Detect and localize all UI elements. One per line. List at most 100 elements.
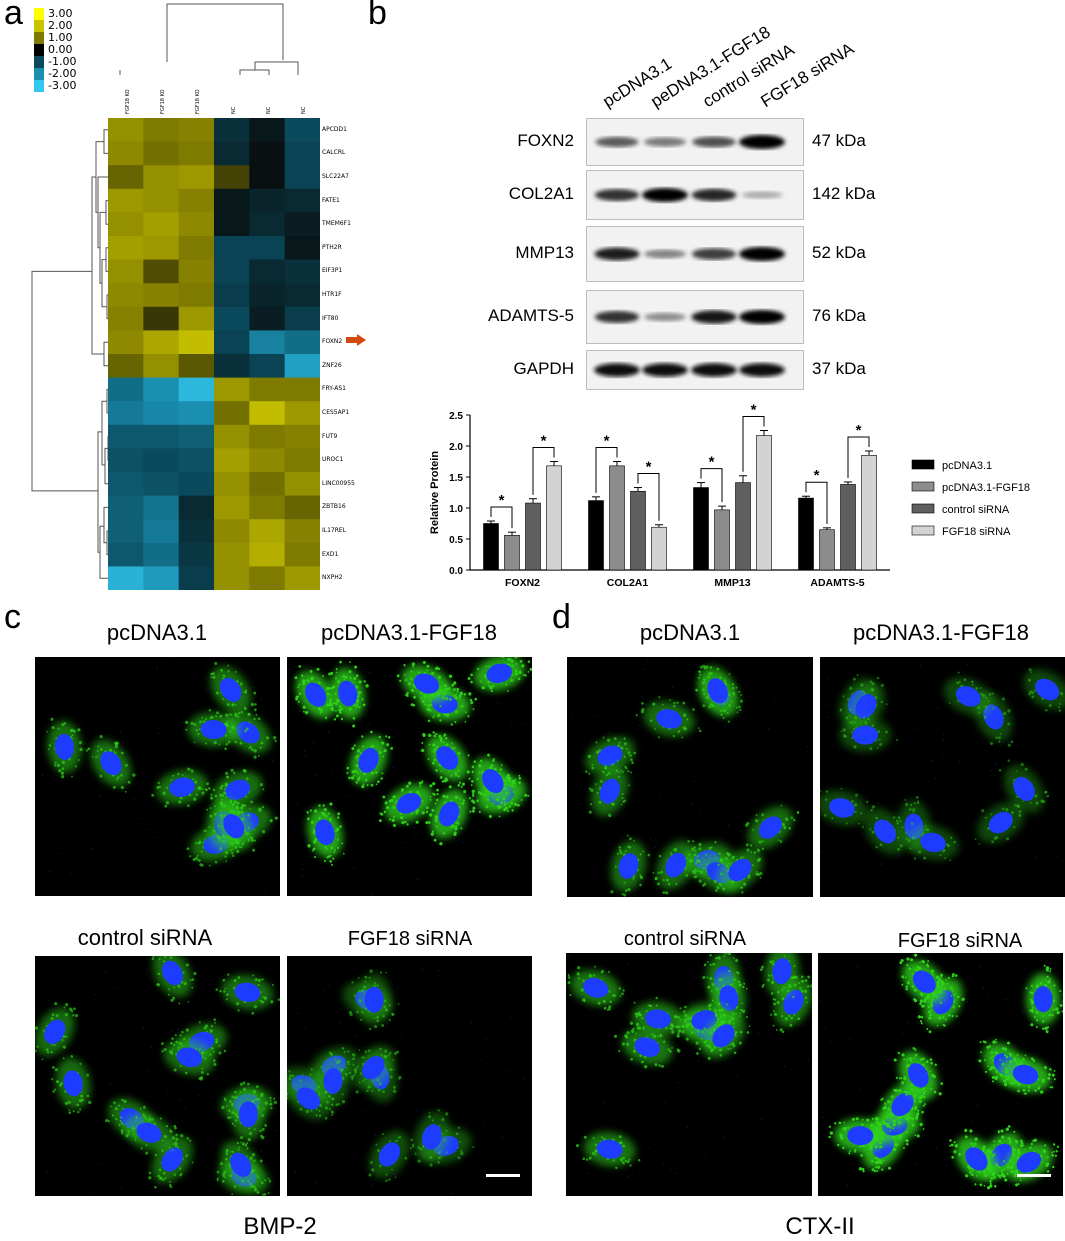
panel-letter-d: d	[552, 598, 571, 636]
heatmap-cell	[178, 354, 215, 379]
blot-band	[691, 248, 737, 260]
blot-band	[642, 363, 688, 377]
heatmap-column-label: NC	[230, 106, 237, 114]
heatmap-cell	[143, 118, 180, 143]
heatmap-cell	[178, 519, 215, 544]
heatmap-cell	[284, 519, 320, 544]
heatmap-cell	[284, 424, 320, 449]
heatmap-cell	[143, 306, 180, 331]
cell-nucleus	[219, 677, 242, 702]
heatmap-column-dendrogram	[239, 61, 299, 75]
heatmap-cell	[284, 354, 320, 379]
heatmap-cell	[108, 283, 144, 308]
blot-band-label: ADAMTS-5	[488, 306, 574, 325]
legend-swatch	[911, 503, 935, 514]
heatmap-cell	[108, 330, 144, 355]
heatmap-cell	[108, 236, 144, 261]
heatmap-cell	[178, 165, 215, 190]
heatmap-cell	[143, 377, 180, 402]
heatmap-cell	[249, 354, 286, 379]
blot-band	[643, 137, 687, 147]
heatmap-cell	[108, 424, 144, 449]
bar	[819, 529, 835, 571]
heatmap-cell	[143, 212, 180, 237]
heatmap-cell	[249, 330, 286, 355]
blot-band	[594, 311, 640, 323]
significance-marker: *	[646, 459, 652, 476]
heatmap-cell	[249, 542, 286, 567]
heatmap-legend-ticks: 3.00 2.00 1.00 0.00 -1.00 -2.00 -3.00	[48, 7, 108, 98]
heatmap-row-label: FATE1	[322, 196, 340, 204]
significance-marker: *	[709, 454, 715, 471]
heatmap-cell	[249, 401, 286, 426]
heatmap-cell	[249, 283, 286, 308]
heatmap-cell	[178, 330, 215, 355]
blot-kda-label: 142 kDa	[812, 184, 876, 203]
d-label-fgf18-sirna: FGF18 siRNA	[897, 930, 1023, 952]
significance-bracket	[742, 416, 765, 472]
cell-nucleus	[305, 682, 327, 707]
cell-nucleus	[364, 986, 384, 1013]
cell-nucleus	[1016, 1151, 1042, 1173]
heatmap-cell	[143, 401, 180, 426]
c-footer-bmp2: BMP-2	[243, 1213, 317, 1240]
blot-band-label: FOXN2	[517, 131, 574, 150]
bar	[798, 497, 814, 571]
legend-swatch	[911, 481, 935, 492]
d-label-pcdna31: pcDNA3.1	[639, 620, 741, 645]
heatmap-row-label: CES5AP1	[322, 409, 350, 416]
cell-nucleus	[852, 725, 879, 745]
cell-nucleus	[912, 970, 936, 994]
heatmap-cell	[178, 448, 215, 473]
legend-tick-label: -2.00	[48, 67, 77, 80]
d-label-control-sirna: control siRNA	[623, 928, 747, 950]
cell-nucleus	[596, 1139, 623, 1159]
heatmap-cell	[214, 283, 250, 308]
bar	[735, 482, 751, 571]
blot-band	[739, 135, 785, 149]
cell-nucleus	[1012, 1064, 1039, 1085]
blot-band	[594, 363, 640, 377]
cell-nucleus	[634, 1037, 660, 1057]
significance-marker: *	[814, 467, 820, 484]
heatmap-cell	[214, 519, 250, 544]
heatmap-cell	[108, 542, 144, 567]
y-tick-label: 1.0	[449, 504, 463, 515]
blot-bands-svg	[595, 135, 785, 149]
cell-nucleus	[337, 680, 358, 707]
micrograph-c-fgf18-sirna	[287, 956, 532, 1196]
cell-nucleus	[482, 769, 504, 794]
heatmap-cell	[178, 141, 215, 166]
cell-nucleus	[665, 852, 687, 878]
cell-nucleus	[169, 777, 195, 797]
significance-bracket	[637, 473, 660, 521]
heatmap-row-label: APCDD1	[322, 125, 347, 133]
heatmap-cell	[214, 448, 250, 473]
cell-nucleus	[234, 982, 261, 1002]
cell-nucleus	[891, 1092, 914, 1117]
cell-nucleus	[691, 1010, 717, 1030]
cell-nucleus	[296, 1087, 321, 1110]
bar	[693, 487, 709, 571]
heatmap-legend-colorbar	[34, 8, 44, 92]
bar	[483, 523, 499, 571]
western-blot: FOXN2 47 kDa COL2A1 142 kDa MMP13 52 kDa ADAMT…	[470, 118, 910, 393]
heatmap-cell	[249, 141, 286, 166]
blot-bands-svg	[594, 188, 783, 202]
heatmap-cell	[214, 141, 250, 166]
micrograph-c-pcdna31	[35, 657, 280, 896]
cell-nucleus	[378, 1142, 401, 1167]
heatmap-cell	[284, 118, 320, 143]
legend-swatch	[34, 32, 44, 44]
heatmap-row-label: NXPH2	[322, 574, 343, 582]
heatmap-row-label: FOXN2	[322, 338, 343, 346]
legend-swatch	[911, 459, 935, 470]
heatmap-cell	[214, 165, 250, 190]
heatmap-cell	[214, 401, 250, 426]
heatmap-cell	[108, 377, 144, 402]
heatmap-cell	[108, 212, 144, 237]
legend-swatch	[34, 56, 44, 68]
c-label-fgf18-sirna: FGF18 siRNA	[347, 928, 473, 950]
heatmap-cell	[178, 542, 215, 567]
blot-band-label: COL2A1	[508, 184, 574, 203]
